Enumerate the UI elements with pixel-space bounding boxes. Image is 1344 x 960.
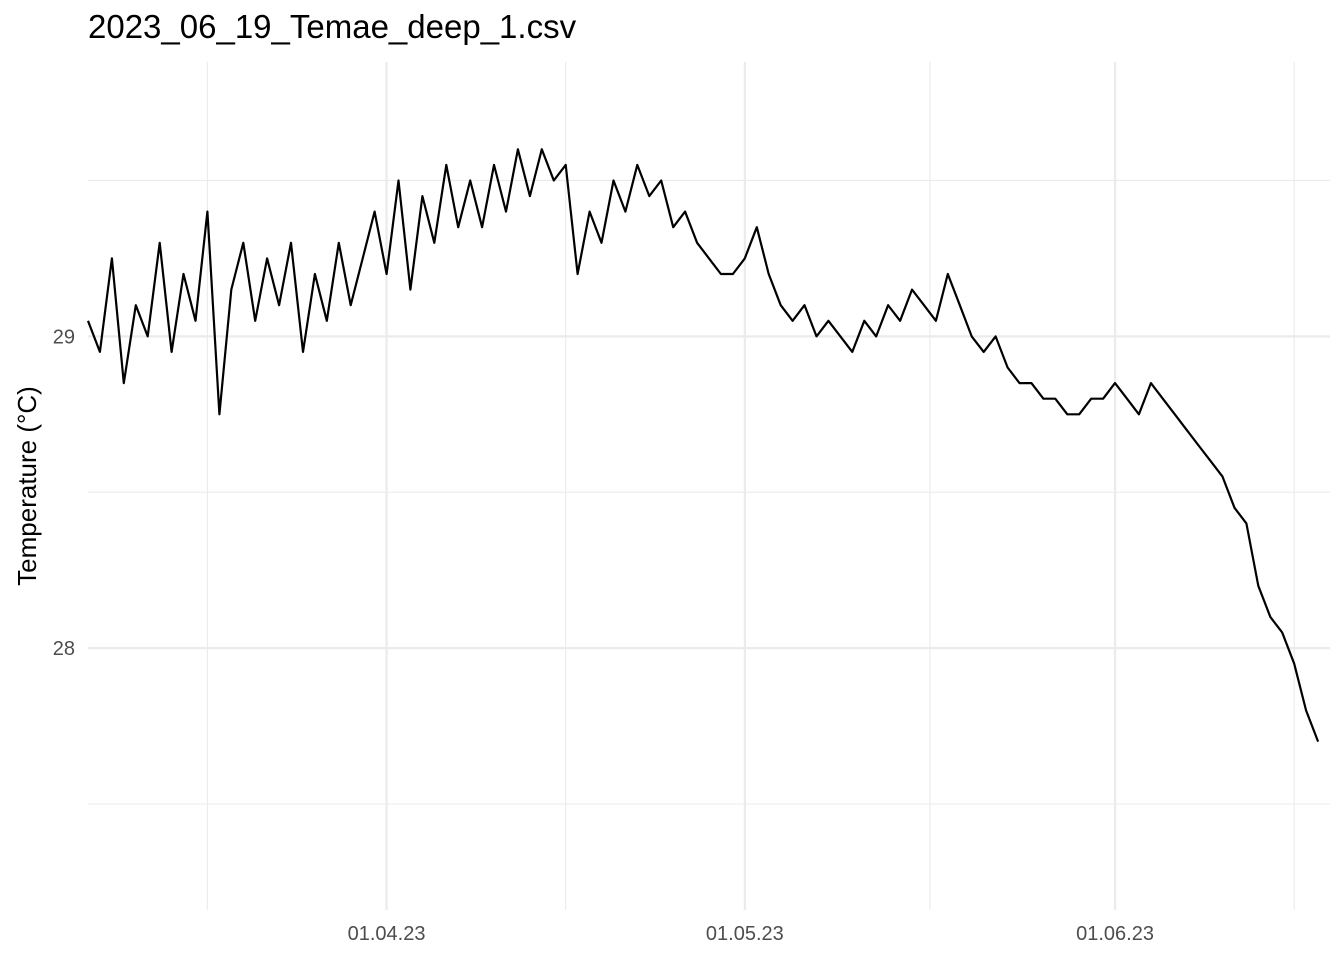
y-tick-label: 29 [53,326,75,348]
y-tick-label: 28 [53,638,75,660]
chart-title: 2023_06_19_Temae_deep_1.csv [88,8,577,45]
temperature-series-line [86,148,1320,742]
grid [88,62,1330,910]
x-tick-label: 01.04.23 [348,923,426,945]
x-tick-label: 01.06.23 [1076,923,1154,945]
y-axis-label: Temperature (°C) [12,386,42,586]
x-tick-label: 01.05.23 [706,923,784,945]
y-axis-ticks: 28 29 [53,326,75,660]
x-axis-ticks: 01.04.23 01.05.23 01.06.23 [348,923,1154,945]
